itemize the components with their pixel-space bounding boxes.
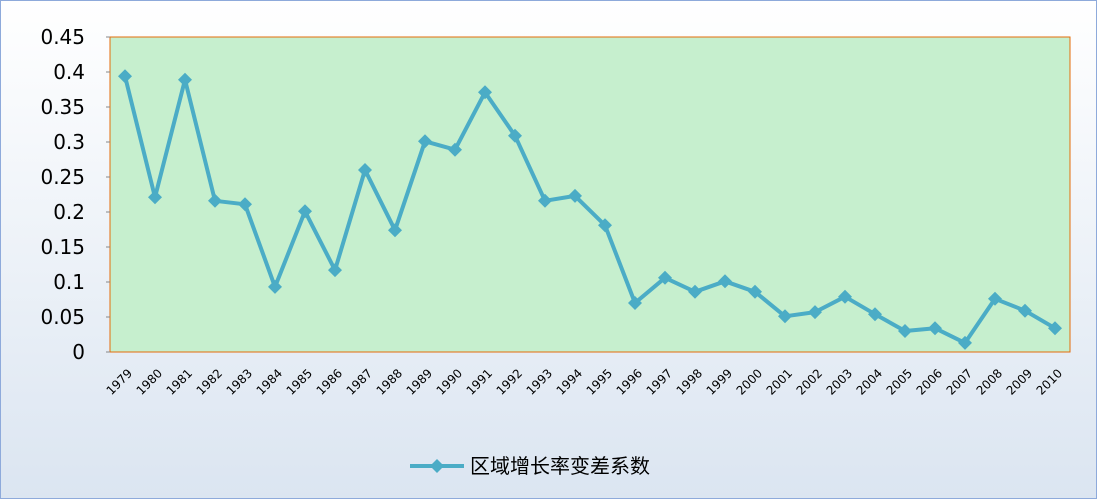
data-point xyxy=(1048,321,1062,336)
data-point xyxy=(748,284,762,299)
data-point xyxy=(658,270,672,285)
data-point xyxy=(238,197,252,212)
legend-marker xyxy=(430,459,444,473)
data-point xyxy=(598,218,612,233)
data-point xyxy=(208,193,222,208)
data-point xyxy=(298,204,312,219)
y-tick-label: 0.3 xyxy=(53,130,85,154)
y-tick-label: 0.2 xyxy=(53,200,85,224)
data-point xyxy=(538,193,552,208)
data-point xyxy=(388,223,402,238)
data-point xyxy=(568,188,582,203)
y-tick-label: 0.25 xyxy=(40,165,85,189)
y-tick-label: 0.4 xyxy=(53,60,85,84)
data-point xyxy=(178,72,192,87)
y-tick-label: 0.45 xyxy=(40,25,85,49)
legend-label: 区域增长率变差系数 xyxy=(470,454,650,478)
y-tick-label: 0.15 xyxy=(40,235,85,259)
data-point xyxy=(898,324,912,338)
y-tick-label: 0 xyxy=(72,340,85,364)
data-point xyxy=(958,335,972,350)
data-point xyxy=(808,305,822,320)
data-point xyxy=(1018,303,1032,318)
data-point xyxy=(448,142,462,157)
data-point xyxy=(628,296,642,310)
plot-area xyxy=(109,36,1071,353)
data-point xyxy=(868,307,882,322)
y-tick-label: 0.1 xyxy=(53,270,85,294)
data-point xyxy=(838,289,852,304)
data-point xyxy=(508,128,522,143)
data-point xyxy=(478,85,492,100)
data-point xyxy=(928,321,942,336)
data-point xyxy=(268,279,282,294)
data-point xyxy=(778,309,792,324)
data-point xyxy=(358,163,372,177)
data-point xyxy=(688,284,702,299)
y-tick-label: 0.35 xyxy=(40,95,85,119)
y-tick-label: 0.05 xyxy=(40,305,85,329)
data-point xyxy=(328,263,342,278)
data-point xyxy=(988,291,1002,306)
data-point xyxy=(718,274,732,289)
data-point xyxy=(148,190,162,205)
data-point xyxy=(118,69,132,84)
series-line xyxy=(123,75,1057,345)
data-point xyxy=(418,134,432,149)
